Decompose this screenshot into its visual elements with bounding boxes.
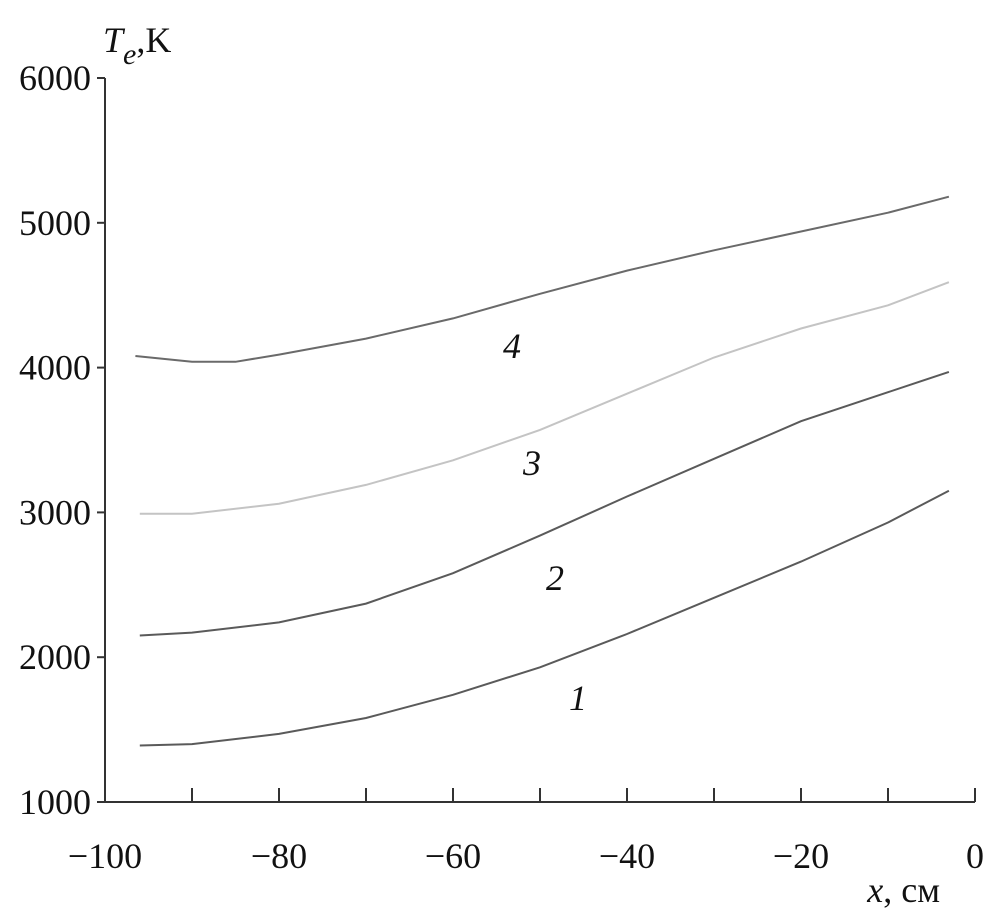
curve-label: 3 [522, 443, 541, 483]
curve [139, 489, 950, 747]
curve [135, 195, 950, 363]
x-tick-label: −60 [425, 836, 481, 876]
y-tick-label: 3000 [19, 492, 91, 532]
x-tick-label: −20 [773, 836, 829, 876]
y-tick-label: 6000 [19, 58, 91, 98]
y-axis-label: Te,K [103, 20, 171, 71]
x-tick-label: −40 [599, 836, 655, 876]
curve-label: 4 [503, 326, 521, 366]
y-symbol: T [103, 20, 126, 60]
x-tick-label: −80 [251, 836, 307, 876]
curve-label: 2 [546, 558, 564, 598]
curve [139, 370, 950, 637]
curve [139, 281, 950, 515]
x-unit: , см [883, 870, 940, 910]
y-tick-label: 4000 [19, 348, 91, 388]
x-symbol: x [866, 870, 883, 910]
y-subscript: e [123, 38, 136, 71]
x-tick-label: 0 [966, 836, 984, 876]
x-axis-label: x, см [866, 870, 940, 910]
y-unit: ,K [136, 20, 171, 60]
y-tick-label: 2000 [19, 637, 91, 677]
y-tick-label: 5000 [19, 203, 91, 243]
y-tick-label: 1000 [19, 782, 91, 822]
x-tick-label: −100 [68, 836, 142, 876]
curve-label: 1 [569, 678, 587, 718]
